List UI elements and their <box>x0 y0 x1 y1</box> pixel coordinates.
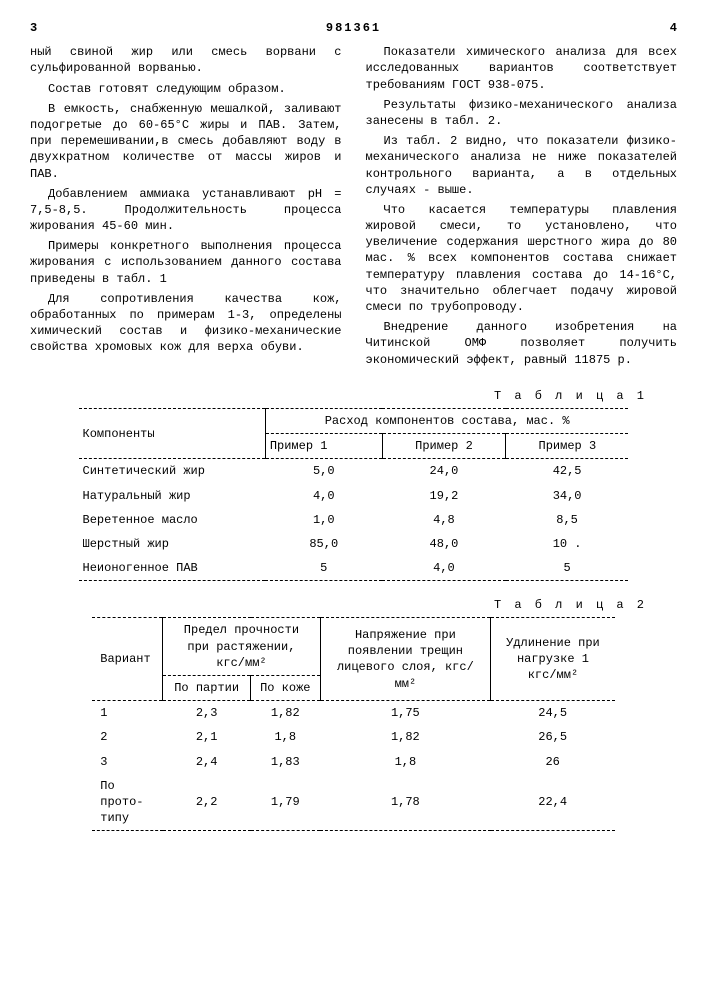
table2-caption: Т а б л и ц а 2 <box>30 597 647 613</box>
body-columns: ный свиной жир или смесь ворвани с сульф… <box>30 44 677 372</box>
table1-caption: Т а б л и ц а 1 <box>30 388 647 404</box>
body-paragraph: Для сопротивления качества кож, обработа… <box>30 291 342 356</box>
body-paragraph: Результаты физико-механического анализа … <box>366 97 678 129</box>
table2-header-strength-b: По коже <box>251 676 321 701</box>
body-paragraph: В емкость, снабженную мешалкой, заливают… <box>30 101 342 182</box>
table1-cell: 8,5 <box>506 508 629 532</box>
table1-row-name: Веретенное масло <box>79 508 266 532</box>
table2-cell: 2,1 <box>163 725 251 749</box>
table2-cell: 2,2 <box>163 774 251 831</box>
table2-cell: 1,8 <box>251 725 321 749</box>
table1: Компоненты Расход компонентов состава, м… <box>79 408 629 581</box>
table2-cell: 1,83 <box>251 750 321 774</box>
table1-header-component: Компоненты <box>79 408 266 458</box>
body-paragraph: Примеры конкретного выполнения процесса … <box>30 238 342 287</box>
left-column: ный свиной жир или смесь ворвани с сульф… <box>30 44 342 372</box>
document-number: 981361 <box>70 20 637 36</box>
body-paragraph: Из табл. 2 видно, что показатели физико-… <box>366 133 678 198</box>
body-paragraph: Что касается температуры плавления жиров… <box>366 202 678 315</box>
body-paragraph: Показатели химического анализа для всех … <box>366 44 678 93</box>
table1-header-p3: Пример 3 <box>506 434 629 459</box>
table2-header-strength: Предел прочности при растяжении, кгс/мм² <box>163 618 320 676</box>
table1-cell: 4,8 <box>382 508 506 532</box>
table1-cell: 4,0 <box>382 556 506 581</box>
page-number-left: 3 <box>30 20 70 36</box>
table1-row-name: Натуральный жир <box>79 484 266 508</box>
table1-cell: 24,0 <box>382 459 506 484</box>
table2-cell: 26 <box>491 750 615 774</box>
table2-header-variant: Вариант <box>92 618 163 701</box>
table1-header-p2: Пример 2 <box>382 434 506 459</box>
table1-row-name: Синтетический жир <box>79 459 266 484</box>
table2-cell: 2,3 <box>163 701 251 726</box>
table2-header-stress: Напряжение при появлении трещин лицевого… <box>320 618 491 701</box>
table1-header-group: Расход компонентов состава, мас. % <box>265 408 628 433</box>
body-paragraph: Внедрение данного изобретения на Читинск… <box>366 319 678 368</box>
table2-cell: 24,5 <box>491 701 615 726</box>
table2-cell: 1,78 <box>320 774 491 831</box>
page-header: 3 981361 4 <box>30 20 677 36</box>
table2-cell: 2,4 <box>163 750 251 774</box>
table1-cell: 85,0 <box>265 532 382 556</box>
table1-cell: 42,5 <box>506 459 629 484</box>
body-paragraph: Добавлением аммиака устанавливают pH = 7… <box>30 186 342 235</box>
table1-cell: 34,0 <box>506 484 629 508</box>
right-column: Показатели химического анализа для всех … <box>366 44 678 372</box>
table1-header-p1: Пример 1 <box>265 434 382 459</box>
table2-variant-cell: 2 <box>92 725 163 749</box>
table1-cell: 5 <box>265 556 382 581</box>
table2-variant-cell: 3 <box>92 750 163 774</box>
table2-cell: 26,5 <box>491 725 615 749</box>
table2-header-elong: Удлинение при нагрузке 1 кгс/мм² <box>491 618 615 701</box>
table2-cell: 22,4 <box>491 774 615 831</box>
table2-cell: 1,82 <box>320 725 491 749</box>
table1-cell: 48,0 <box>382 532 506 556</box>
table2-variant-cell: 1 <box>92 701 163 726</box>
table2-cell: 1,75 <box>320 701 491 726</box>
table1-cell: 5 <box>506 556 629 581</box>
table1-row-name: Неионогенное ПАВ <box>79 556 266 581</box>
table2-proto-label: По прото- типу <box>92 774 163 831</box>
body-paragraph: ный свиной жир или смесь ворвани с сульф… <box>30 44 342 76</box>
table2-cell: 1,82 <box>251 701 321 726</box>
table1-row-name: Шерстный жир <box>79 532 266 556</box>
body-paragraph: Состав готовят следующим образом. <box>30 81 342 97</box>
page-number-right: 4 <box>637 20 677 36</box>
table2-cell: 1,79 <box>251 774 321 831</box>
table1-cell: 10 . <box>506 532 629 556</box>
table1-cell: 19,2 <box>382 484 506 508</box>
table2-header-strength-a: По партии <box>163 676 251 701</box>
table1-cell: 4,0 <box>265 484 382 508</box>
table2: Вариант Предел прочности при растяжении,… <box>92 617 614 831</box>
table1-cell: 1,0 <box>265 508 382 532</box>
table2-cell: 1,8 <box>320 750 491 774</box>
table1-cell: 5,0 <box>265 459 382 484</box>
